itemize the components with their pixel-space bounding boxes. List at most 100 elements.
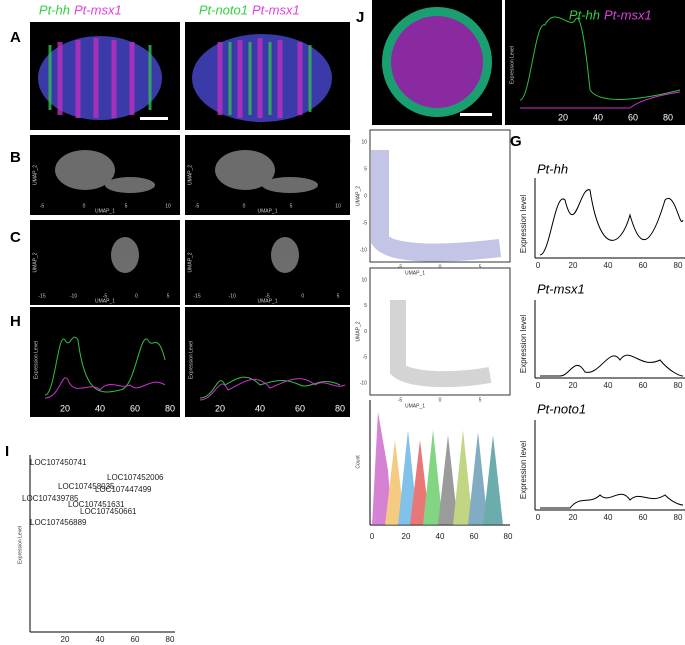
gene-label: LOC107452006 — [107, 473, 164, 482]
axis-label: UMAP_1 — [405, 403, 425, 409]
axis-label: UMAP_1 — [405, 270, 425, 276]
tick-label: 60 — [130, 403, 140, 413]
tick-label: -10 — [229, 293, 236, 299]
tick-label: 80 — [674, 513, 683, 522]
cells — [55, 150, 318, 273]
tick-label: -5 — [398, 264, 403, 270]
axis-label: Expression level — [519, 441, 528, 499]
tick-label: 40 — [604, 261, 613, 270]
tick-label: 0 — [370, 532, 375, 541]
axis-label: UMAP_2 — [187, 165, 193, 185]
axis-label: UMAP_2 — [355, 186, 361, 206]
tick-label: 60 — [131, 635, 140, 644]
panel-label: E — [340, 273, 350, 290]
tick-label: -5 — [363, 220, 368, 226]
gene-label: Pt-msx1 — [604, 7, 652, 22]
gene-label: Pt-msx1 — [74, 2, 122, 17]
tick-label: 0 — [83, 203, 86, 209]
tick-label: -5 — [195, 203, 200, 209]
tick-label: 10 — [361, 139, 367, 145]
panel-label: B — [10, 149, 21, 166]
tick-label: 5 — [364, 166, 367, 172]
tick-label: -10 — [360, 247, 367, 253]
gene-label: Pt-msx1 — [537, 281, 585, 296]
tick-label: 80 — [504, 532, 513, 541]
gene-label: Pt-noto1 — [199, 2, 248, 17]
axis-label: Expression Level — [509, 46, 515, 84]
histograms — [372, 412, 503, 525]
gene-label: LOC107450741 — [30, 458, 87, 467]
tick-label: 40 — [95, 403, 105, 413]
plot-panel — [30, 307, 180, 417]
umap-panel — [30, 220, 180, 305]
tick-label: 20 — [61, 635, 70, 644]
embryo — [38, 36, 162, 120]
trace — [539, 189, 684, 256]
axes — [534, 178, 685, 511]
tick-label: 80 — [674, 261, 683, 270]
tick-label: -5 — [398, 397, 403, 403]
tick-label: 20 — [569, 261, 578, 270]
scale-bar — [460, 113, 492, 116]
gene-label: LOC107451631 — [68, 500, 125, 509]
tick-label: 20 — [60, 403, 70, 413]
panel-label: G — [510, 133, 522, 150]
gene-label: Pt-hh — [39, 2, 70, 17]
axis-label: UMAP_2 — [32, 165, 38, 185]
gene-label: LOC107456889 — [30, 518, 87, 527]
axis-label: UMAP_1 — [95, 208, 115, 214]
axis-label: Expression level — [519, 195, 528, 253]
tick-label: 40 — [604, 513, 613, 522]
trace — [44, 377, 166, 399]
panel-label: F — [340, 396, 349, 413]
tick-label: 0 — [364, 329, 367, 335]
density — [390, 300, 492, 388]
panel-label: I — [5, 443, 9, 460]
tick-label: 10 — [335, 203, 341, 209]
trace — [44, 336, 166, 396]
trace — [540, 354, 684, 377]
tick-label: 60 — [628, 112, 638, 122]
axis-label: Expression level — [519, 315, 528, 373]
tick-label: 0 — [439, 264, 442, 270]
axis-label: UMAP_2 — [187, 252, 193, 272]
tick-label: 80 — [663, 112, 673, 122]
tick-label: 10 — [165, 203, 171, 209]
tick-label: -5 — [103, 293, 108, 299]
tick-label: 5 — [479, 264, 482, 270]
tick-label: 60 — [639, 513, 648, 522]
gene-label: LOC107439785 — [22, 494, 79, 503]
tick-label: 0 — [536, 513, 541, 522]
trace — [540, 493, 684, 509]
tick-label: 40 — [593, 112, 603, 122]
tick-label: 20 — [215, 403, 225, 413]
axis-label: UMAP_2 — [355, 321, 361, 341]
stripes — [48, 42, 312, 115]
panel-label: A — [10, 29, 21, 46]
trace — [520, 91, 681, 109]
tick-label: 5 — [167, 293, 170, 299]
tick-label: 60 — [470, 532, 479, 541]
tick-label: 20 — [402, 532, 411, 541]
tick-label: 0 — [536, 381, 541, 390]
tick-label: 60 — [639, 381, 648, 390]
gene-label: Pt-msx1 — [252, 2, 300, 17]
density — [371, 150, 502, 262]
tick-label: 80 — [674, 381, 683, 390]
gene-label: LOC107458035 — [58, 482, 115, 491]
tick-label: 40 — [255, 403, 265, 413]
tick-label: 80 — [335, 403, 345, 413]
embryo — [391, 16, 483, 108]
panel-label: D — [340, 133, 351, 150]
trace — [199, 376, 341, 399]
gene-label: LOC107450661 — [80, 507, 137, 516]
tick-label: -10 — [70, 293, 77, 299]
tick-label: 80 — [166, 635, 175, 644]
tick-label: 0 — [536, 261, 541, 270]
axis-label: UMAP_1 — [257, 208, 277, 214]
stripes — [57, 38, 303, 118]
tick-label: -5 — [265, 293, 270, 299]
tick-label: 80 — [165, 403, 175, 413]
tick-label: 40 — [604, 381, 613, 390]
